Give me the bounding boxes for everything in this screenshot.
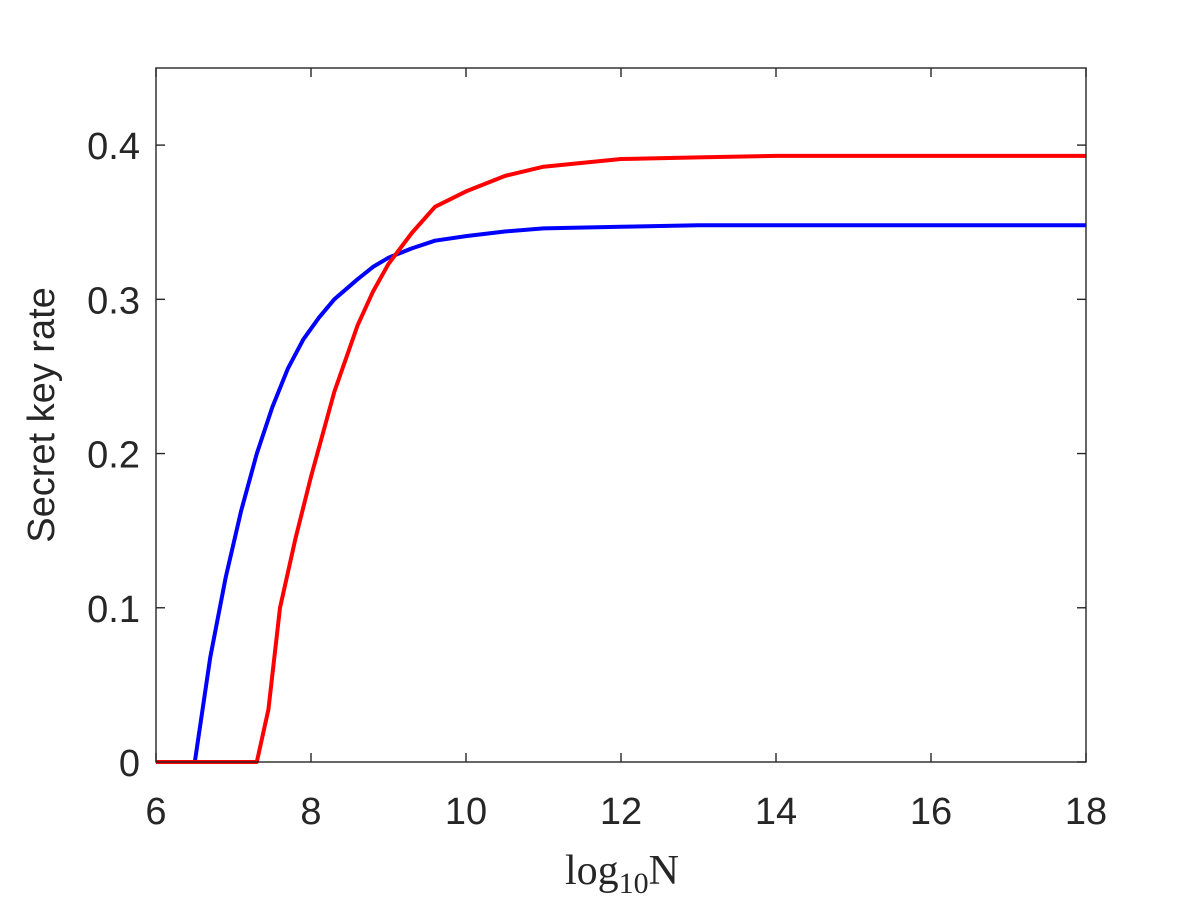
labels-layer: 6 8 10 12 14 16 18 0 0.1 0.2 0.3 0.4 <box>87 126 1107 833</box>
x-tick-label: 10 <box>445 791 487 833</box>
x-axis-title-subscript: 10 <box>619 867 649 900</box>
x-axis-title: log10N <box>565 848 679 900</box>
y-tick-label: 0.2 <box>87 435 140 477</box>
x-axis-title-base: log <box>565 848 619 894</box>
x-tick-label: 6 <box>145 791 166 833</box>
series-layer <box>156 153 1086 764</box>
x-tick-label: 18 <box>1065 791 1107 833</box>
y-tick-label: 0.3 <box>87 280 140 322</box>
plot-background <box>156 68 1086 762</box>
plot-frame <box>155 67 1087 763</box>
x-axis-title-variable: N <box>649 848 679 894</box>
y-tick-label: 0.1 <box>87 589 140 631</box>
series-line-red <box>156 153 1086 764</box>
series-line-blue <box>156 223 1086 764</box>
x-tick-label: 14 <box>755 791 797 833</box>
x-tick-label: 12 <box>600 791 642 833</box>
x-tick-label: 16 <box>910 791 952 833</box>
y-tick-label: 0.4 <box>87 126 140 168</box>
y-axis-title: Secret key rate <box>21 287 63 543</box>
y-tick-label: 0 <box>119 743 140 785</box>
x-tick-label: 8 <box>300 791 321 833</box>
